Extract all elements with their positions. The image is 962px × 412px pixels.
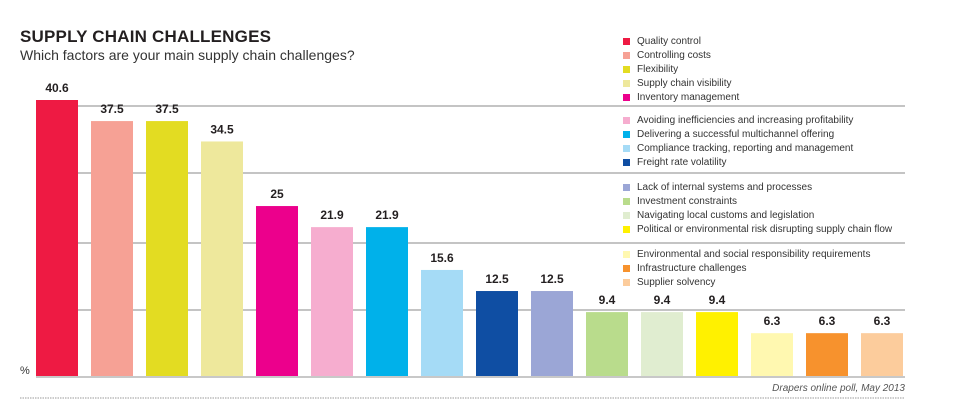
legend-label: Quality control [637, 35, 701, 47]
bar-11 [586, 312, 628, 376]
data-label-1: 40.6 [45, 81, 69, 95]
data-label-6: 21.9 [320, 208, 344, 222]
legend-label: Delivering a successful multichannel off… [637, 128, 835, 140]
legend-item: Infrastructure challenges [623, 261, 870, 275]
legend-swatch [623, 80, 630, 88]
data-label-5: 25 [270, 187, 284, 201]
bar-15 [806, 333, 848, 376]
data-label-3: 37.5 [155, 102, 179, 116]
legend-swatch [623, 130, 630, 138]
legend-item: Quality control [623, 34, 739, 48]
data-label-12: 9.4 [654, 293, 671, 307]
legend-item: Inventory management [623, 91, 739, 105]
legend-swatch [623, 278, 630, 286]
bar-4 [201, 141, 243, 376]
legend-label: Inventory management [637, 92, 740, 104]
source-note: Drapers online poll, May 2013 [772, 383, 905, 394]
legend-group: Lack of internal systems and processes In… [623, 180, 892, 237]
data-label-11: 9.4 [599, 293, 616, 307]
legend-label: Navigating local customs and legislation [637, 209, 815, 221]
data-label-2: 37.5 [100, 102, 124, 116]
legend-label: Infrastructure challenges [637, 262, 747, 274]
legend-swatch [623, 197, 630, 205]
bar-12 [641, 312, 683, 376]
legend-item: Controlling costs [623, 48, 739, 62]
legend-group: Environmental and social responsibility … [623, 247, 870, 290]
legend-group: Quality control Controlling costs Flexibil… [623, 34, 739, 105]
legend-swatch [623, 183, 630, 191]
bar-10 [531, 291, 573, 376]
legend-swatch [623, 264, 630, 272]
legend-item: Flexibility [623, 62, 739, 76]
legend-label: Controlling costs [637, 49, 711, 61]
data-label-16: 6.3 [874, 314, 891, 328]
legend-label: Supply chain visibility [637, 78, 732, 90]
legend-item: Lack of internal systems and processes [623, 180, 892, 194]
data-label-15: 6.3 [819, 314, 836, 328]
legend-swatch [623, 51, 630, 59]
legend-label: Freight rate volatility [637, 157, 727, 169]
legend-item: Delivering a successful multichannel off… [623, 127, 853, 141]
legend-item: Environmental and social responsibility … [623, 247, 870, 261]
bar-8 [421, 269, 463, 376]
data-label-10: 12.5 [540, 272, 564, 286]
legend-item: Compliance tracking, reporting and manag… [623, 141, 853, 155]
legend-group: Avoiding inefficiencies and increasing p… [623, 113, 853, 170]
legend-item: Supplier solvency [623, 275, 870, 289]
bar-13 [696, 312, 738, 376]
bar-9 [476, 291, 518, 376]
legend-swatch [623, 65, 630, 73]
legend-item: Supply chain visibility [623, 77, 739, 91]
legend-item: Navigating local customs and legislation [623, 208, 892, 222]
bar-7 [366, 227, 408, 376]
y-axis-unit-label: % [20, 365, 30, 377]
legend-swatch [623, 94, 630, 102]
data-label-7: 21.9 [375, 208, 399, 222]
legend-label: Flexibility [637, 63, 679, 75]
data-label-4: 34.5 [210, 122, 234, 136]
legend-swatch [623, 250, 630, 258]
chart-subtitle: Which factors are your main supply chain… [20, 47, 355, 63]
bar-14 [751, 333, 793, 376]
data-label-14: 6.3 [764, 314, 781, 328]
legend-swatch [623, 159, 630, 167]
data-label-8: 15.6 [430, 251, 454, 265]
legend-item: Freight rate volatility [623, 156, 853, 170]
legend-swatch [623, 211, 630, 219]
chart-title: SUPPLY CHAIN CHALLENGES [20, 27, 272, 46]
legend-swatch [623, 37, 630, 45]
legend-item: Avoiding inefficiencies and increasing p… [623, 113, 853, 127]
bar-5 [256, 206, 298, 376]
legend-swatch [623, 116, 630, 124]
legend-label: Investment constraints [637, 195, 738, 207]
legend-label: Environmental and social responsibility … [637, 248, 871, 260]
bar-1 [36, 100, 78, 376]
bar-3 [146, 121, 188, 377]
legend-item: Political or environmental risk disrupti… [623, 223, 892, 237]
data-label-13: 9.4 [709, 293, 726, 307]
bar-2 [91, 121, 133, 377]
legend-label: Lack of internal systems and processes [637, 181, 813, 193]
legend-label: Compliance tracking, reporting and manag… [637, 142, 854, 154]
legend-label: Avoiding inefficiencies and increasing p… [637, 114, 854, 126]
legend-item: Investment constraints [623, 194, 892, 208]
bar-6 [311, 227, 353, 376]
legend-label: Supplier solvency [637, 276, 716, 288]
bar-16 [861, 333, 903, 376]
data-label-9: 12.5 [485, 272, 509, 286]
legend-swatch [623, 144, 630, 152]
legend-label: Political or environmental risk disrupti… [637, 224, 893, 236]
legend-swatch [623, 226, 630, 234]
